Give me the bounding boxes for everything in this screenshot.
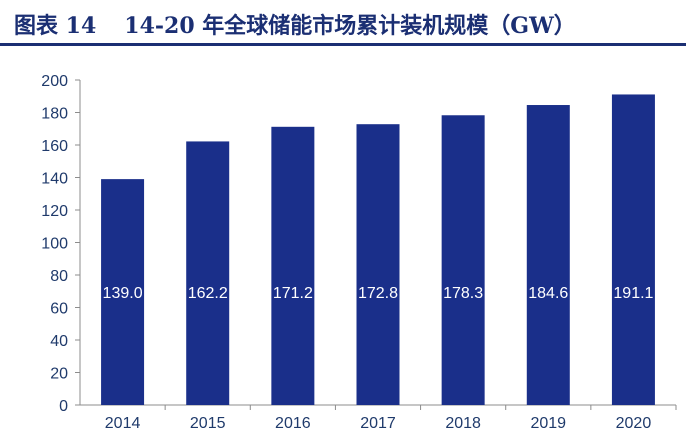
x-tick-label-2014: 2014	[105, 415, 141, 432]
y-tick-label: 180	[41, 106, 68, 123]
y-tick-label: 60	[50, 301, 68, 318]
x-tick-label-2020: 2020	[616, 415, 652, 432]
x-tick-label-2018: 2018	[445, 415, 481, 432]
data-label-2014: 139.0	[103, 285, 143, 302]
bar-2019	[526, 105, 570, 406]
y-tick-label: 20	[50, 366, 68, 383]
x-tick-label-2015: 2015	[190, 415, 226, 432]
data-label-2015: 162.2	[188, 285, 228, 302]
figure-label: 图表 14	[14, 13, 97, 39]
figure-title-text: 14-20 年全球储能市场累计装机规模（GW）	[124, 13, 576, 39]
bar-2018	[441, 115, 485, 405]
data-label-2019: 184.6	[528, 285, 568, 302]
y-tick-label: 80	[50, 268, 68, 285]
data-label-2017: 172.8	[358, 285, 398, 302]
x-tick-label-2019: 2019	[530, 415, 566, 432]
bar-2017	[356, 124, 400, 405]
x-tick-label-2016: 2016	[275, 415, 311, 432]
data-label-2016: 171.2	[273, 285, 313, 302]
figure-title: 图表 14 14-20 年全球储能市场累计装机规模（GW）	[14, 8, 576, 40]
data-label-2018: 178.3	[443, 285, 483, 302]
y-tick-label: 120	[41, 203, 68, 220]
x-tick-label-2017: 2017	[360, 415, 396, 432]
bar-2016	[271, 126, 315, 406]
bar-2015	[186, 141, 230, 406]
y-tick-label: 160	[41, 138, 68, 155]
y-tick-label: 40	[50, 333, 68, 350]
data-label-2020: 191.1	[613, 285, 653, 302]
y-tick-label: 140	[41, 171, 68, 188]
bar-2020	[611, 94, 655, 406]
bar-2014	[101, 179, 145, 405]
title-underline	[0, 43, 686, 46]
y-tick-label: 100	[41, 236, 68, 253]
y-tick-label: 0	[59, 398, 68, 415]
y-tick-label: 200	[41, 73, 68, 90]
